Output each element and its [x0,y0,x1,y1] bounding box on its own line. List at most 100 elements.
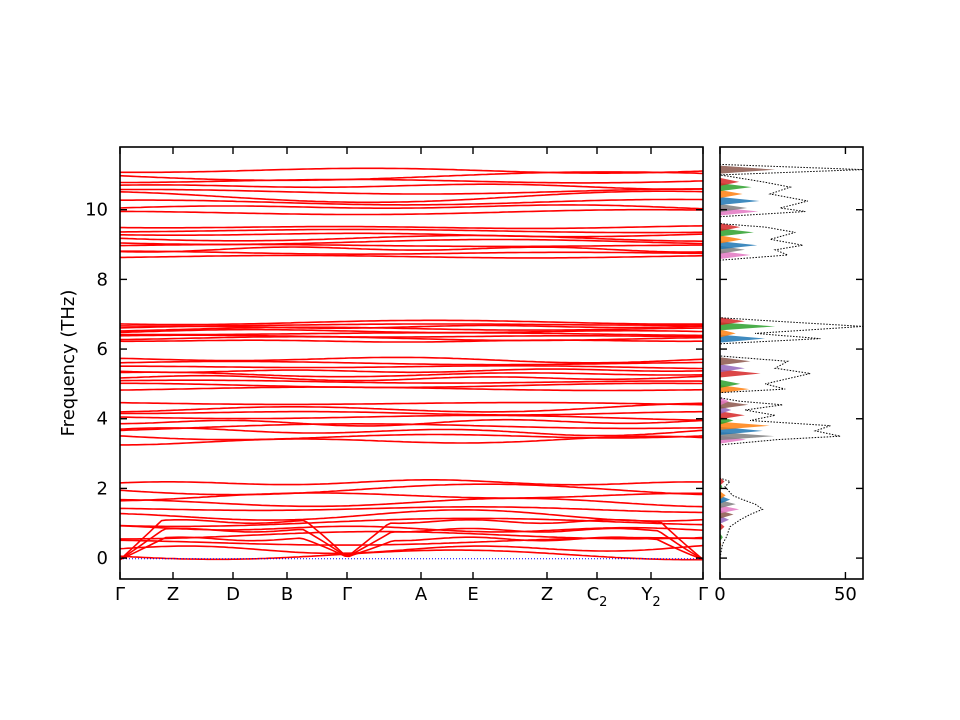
dos-projection-mark [720,228,754,237]
y-tick-label: 4 [97,409,108,430]
x-tick-label: Γ [342,584,352,605]
band-line [120,525,703,533]
band-line [120,418,703,427]
band-line [120,319,703,326]
band-line [120,530,703,540]
band-line [120,433,703,441]
band-line [120,188,703,195]
dos-projection-mark [720,385,750,394]
band-line [120,497,703,508]
band-line [120,356,703,364]
band-line [120,506,703,514]
band-line [120,427,703,437]
band-line [120,414,703,422]
dos-projection-mark [720,165,776,174]
dos-projection-mark [720,251,751,259]
dos-projection-mark [720,379,741,388]
band-line [120,198,703,206]
band-line [120,483,703,496]
band-line [120,382,703,389]
band-line [120,401,703,406]
dos-projection-mark [720,400,749,409]
dos-x-tick-label: 0 [714,584,725,605]
dos-projection-mark [720,322,776,331]
band-line [120,536,703,561]
band-line [120,332,703,337]
band-x-tick-labels: Γ Z D B Γ A E Z C2 Y2 Γ [115,584,708,610]
dos-projection-mark [720,411,745,420]
band-line [120,360,703,366]
band-y-tick-labels: 0 2 4 6 8 10 [85,200,108,569]
dos-projection-mark [720,190,743,199]
x-tick-label: Z [541,584,553,605]
band-line [120,183,703,190]
dos-projection-mark [720,183,752,192]
band-line [120,334,703,338]
x-tick-label: D [226,584,240,605]
band-structure-panel: 0 2 4 6 8 10 Γ Z D B Γ A E Z C2 Y2 Γ Frequency (THz) [58,146,708,610]
y-axis-title: Frequency (THz) [58,290,79,437]
band-line [120,232,703,238]
band-line [120,204,703,210]
band-line [120,254,703,259]
dos-projection-mark [720,357,751,366]
band-line [120,335,703,342]
band-line [120,339,703,343]
dos-projection-mark [720,500,736,509]
dos-projection-mark [720,505,740,514]
band-line [120,374,703,382]
band-line [120,328,703,334]
y-tick-label: 0 [97,548,108,569]
band-line [120,323,703,327]
dos-x-tick-label: 50 [834,584,857,605]
band-lines [120,167,703,561]
dos-projection-mark [720,432,775,441]
dos-projection-mark [720,334,766,343]
band-line [120,178,703,184]
band-line [120,208,703,216]
band-line [120,326,703,332]
band-plot-frame [119,146,704,580]
dos-panel: 0 50 [714,146,864,605]
dos-x-tick-labels: 0 50 [714,584,857,605]
band-line [120,365,703,370]
dos-projection-mark [720,491,726,500]
dos-plot-frame [719,146,864,580]
x-tick-label: Y2 [640,584,660,610]
x-tick-label: Z [167,584,179,605]
band-line [120,171,703,182]
dos-projection-mark [720,426,763,435]
band-line [120,190,703,204]
band-line [120,371,703,378]
band-line [120,225,703,230]
dos-projection-mark [720,477,725,486]
dos-projection-mark [720,241,758,250]
band-line [120,234,703,242]
x-tick-label: Γ [115,584,125,605]
band-line [120,549,703,561]
band-line [120,250,703,255]
dos-projection-mark [720,364,745,373]
y-tick-label: 6 [97,339,108,360]
y-tick-label: 8 [97,269,108,290]
band-line [120,479,703,486]
y-tick-label: 10 [85,200,108,221]
band-line [120,509,703,522]
band-line [120,228,703,234]
dos-projection-markers [720,165,776,549]
band-line [120,167,703,174]
band-line [120,492,703,502]
band-line [120,410,703,416]
band-line [120,544,703,555]
dos-projection-mark [720,397,730,406]
x-tick-label: Γ [698,584,708,605]
band-line [120,368,703,374]
dos-projection-mark [720,421,770,430]
dos-projection-mark [720,317,745,326]
band-line [120,246,703,253]
x-tick-label: A [415,584,428,605]
y-tick-label: 2 [97,478,108,499]
dos-projection-mark [720,369,761,378]
band-line [120,379,703,384]
band-line [120,238,703,246]
